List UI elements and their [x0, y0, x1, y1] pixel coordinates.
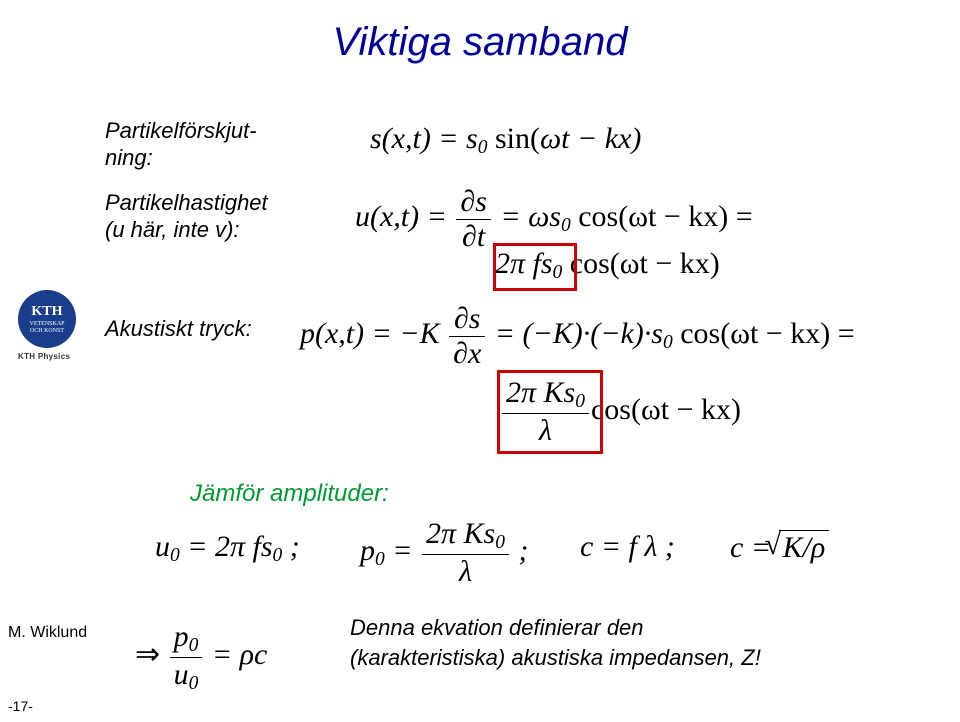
eq-p-mid: = (−K)·(−k)·s	[487, 317, 663, 350]
imp-dena: u	[174, 658, 189, 691]
amp-p0den: λ	[422, 555, 509, 589]
eq-u-num: ∂s	[456, 185, 491, 220]
eq-amp-u0: u0 = 2π fs0 ;	[155, 530, 300, 567]
logo-subtext: KTH Physics	[18, 352, 70, 361]
label-velocity-1: Partikelhastighet	[105, 190, 268, 216]
eq-s-omega: ω	[540, 122, 561, 155]
imp-frac: p0 u0	[170, 620, 203, 695]
eq-p-lhs: p(x,t) = −K	[300, 317, 447, 350]
page-number: -17-	[8, 698, 33, 714]
amp-u0sub: 0	[170, 545, 180, 566]
page-title: Viktiga samband	[0, 20, 960, 65]
amp-p0num: 2π Ks0	[422, 517, 509, 555]
logo-line2: VETENSKAP	[29, 321, 64, 328]
logo-line3: OCH KONST	[29, 328, 64, 335]
amp-u0a: u	[155, 530, 170, 563]
amp-p0frac: 2π Ks0 λ	[422, 517, 509, 589]
redbox-p	[497, 370, 603, 454]
amp-u0sub2: 0	[273, 545, 283, 566]
label-velocity-2: (u här, inte v):	[105, 217, 240, 243]
logo-text: KTH VETENSKAP OCH KONST	[29, 304, 64, 335]
eq-amp-c1: c = f λ ;	[580, 530, 675, 564]
amp-c1: c = f λ ;	[580, 530, 675, 563]
amp-p0numsub: 0	[495, 532, 505, 553]
amp-p0b: =	[385, 534, 420, 567]
imp-numa: p	[174, 620, 189, 653]
compare-label: Jämför amplituder:	[190, 480, 389, 508]
eq-p-cos: cos(ωt − kx) =	[673, 317, 855, 350]
redbox-u	[493, 243, 577, 291]
eq-u-l2b: cos(ωt − kx)	[562, 247, 719, 280]
eq-u-eq2: = ωs	[493, 200, 561, 233]
desc-line1: Denna ekvation definierar den	[350, 615, 644, 641]
kth-logo: KTH VETENSKAP OCH KONST	[18, 290, 76, 348]
eq-u-frac: ∂s∂t	[456, 185, 491, 254]
eq-impedance: ⇒ p0 u0 = ρc	[135, 620, 267, 695]
eq-s-k: k	[605, 122, 618, 155]
eq-s-sub: 0	[478, 137, 488, 158]
eq-u-cos: cos(ωt − kx) =	[571, 200, 753, 233]
imp-rhs: = ρc	[204, 638, 267, 671]
amp-p0c: ;	[511, 534, 529, 567]
label-displacement-2: ning:	[105, 145, 153, 171]
eq-u-lhs: u(x,t) =	[355, 200, 454, 233]
slide: Viktiga samband Partikelförskjut- ning: …	[0, 0, 960, 722]
eq-p-sub: 0	[663, 332, 673, 353]
eq-s-lhs: s(x,t) = s	[370, 122, 478, 155]
logo-abbrev: KTH	[29, 304, 64, 319]
amp-u0c: ;	[282, 530, 300, 563]
eq-s-sin: sin(	[495, 122, 540, 155]
eq-s-t: t −	[561, 122, 605, 155]
amp-c2rad: K/ρ	[779, 530, 830, 565]
author: M. Wiklund	[8, 624, 87, 642]
eq-s-x: x)	[618, 122, 641, 155]
amp-p0a: p	[360, 534, 375, 567]
amp-u0b: = 2π fs	[180, 530, 273, 563]
eq-s: s(x,t) = s0 sin(ωt − kx)	[370, 122, 641, 159]
eq-amp-p0: p0 = 2π Ks0 λ ;	[360, 517, 528, 589]
sqrt: √K/ρ	[779, 530, 830, 565]
label-pressure: Akustiskt tryck:	[105, 316, 252, 342]
eq-amp-c2: c = √K/ρ	[730, 530, 829, 565]
eq-p-num: ∂s	[449, 302, 485, 337]
eq-p-den: ∂x	[449, 337, 485, 371]
eq-p-frac: ∂s∂x	[449, 302, 485, 371]
amp-p0numtext: 2π Ks	[426, 517, 495, 550]
imp-den: u0	[170, 658, 203, 695]
amp-p0sub: 0	[375, 549, 385, 570]
imp-numsub: 0	[189, 635, 199, 656]
eq-p-line1: p(x,t) = −K ∂s∂x = (−K)·(−k)·s0 cos(ωt −…	[300, 302, 855, 371]
desc-line2: (karakteristiska) akustiska impedansen, …	[350, 645, 761, 671]
eq-u-den: ∂t	[456, 220, 491, 254]
imp-arrow: ⇒	[135, 638, 160, 671]
surd-symbol: √	[765, 528, 781, 562]
eq-p-l2b: cos(ωt − kx)	[591, 393, 741, 426]
imp-num: p0	[170, 620, 203, 658]
imp-densub: 0	[189, 673, 199, 694]
label-displacement-1: Partikelförskjut-	[105, 118, 257, 144]
eq-u-sub: 0	[561, 215, 571, 236]
